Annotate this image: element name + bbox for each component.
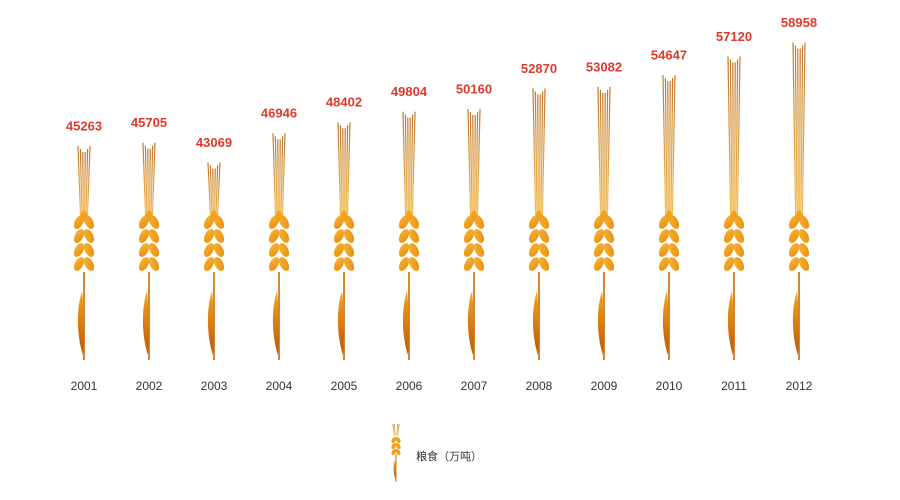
legend-wheat-icon xyxy=(391,423,401,482)
value-labels-group: 45263 45705 43069 46946 48402 49804 50160 52870… xyxy=(66,15,817,150)
data-label: 48402 xyxy=(326,95,362,110)
x-tick-label: 2012 xyxy=(786,379,813,393)
wheat-bar[interactable] xyxy=(462,108,486,360)
wheat-bar[interactable] xyxy=(592,86,616,360)
x-tick-label: 2007 xyxy=(461,379,488,393)
wheat-bar[interactable] xyxy=(267,133,291,360)
wheat-bar[interactable] xyxy=(657,74,681,360)
data-label: 45263 xyxy=(66,118,102,133)
wheat-bar[interactable] xyxy=(397,111,421,360)
data-label: 58958 xyxy=(781,15,817,30)
x-tick-label: 2011 xyxy=(721,379,747,393)
wheat-bar[interactable] xyxy=(137,142,161,360)
legend-label: 粮食（万吨） xyxy=(416,449,482,463)
x-tick-label: 2009 xyxy=(591,379,618,393)
wheat-bar[interactable] xyxy=(202,162,226,360)
data-label: 43069 xyxy=(196,135,232,150)
wheat-bar[interactable] xyxy=(527,88,551,360)
x-tick-label: 2006 xyxy=(396,379,423,393)
data-label: 49804 xyxy=(391,84,428,99)
wheat-bar[interactable] xyxy=(332,122,356,360)
data-label: 57120 xyxy=(716,29,752,44)
data-label: 46946 xyxy=(261,106,297,121)
x-tick-label: 2010 xyxy=(656,379,683,393)
data-label: 50160 xyxy=(456,81,492,96)
data-label: 52870 xyxy=(521,61,557,76)
x-tick-label: 2008 xyxy=(526,379,553,393)
x-tick-label: 2004 xyxy=(266,379,293,393)
wheat-bar[interactable] xyxy=(787,42,811,360)
wheat-bar[interactable] xyxy=(72,145,96,360)
data-label: 45705 xyxy=(131,115,167,130)
x-axis-ticks: 2001 2002 2003 2004 2005 2006 2007 2008 2009 2010… xyxy=(71,379,813,393)
data-label: 54647 xyxy=(651,48,687,63)
bars-group xyxy=(72,42,811,360)
x-tick-label: 2002 xyxy=(136,379,163,393)
x-tick-label: 2005 xyxy=(331,379,358,393)
x-tick-label: 2001 xyxy=(71,379,98,393)
legend[interactable]: 粮食（万吨） xyxy=(390,423,482,482)
wheat-bar[interactable] xyxy=(722,56,746,360)
x-tick-label: 2003 xyxy=(201,379,228,393)
data-label: 53082 xyxy=(586,59,622,74)
